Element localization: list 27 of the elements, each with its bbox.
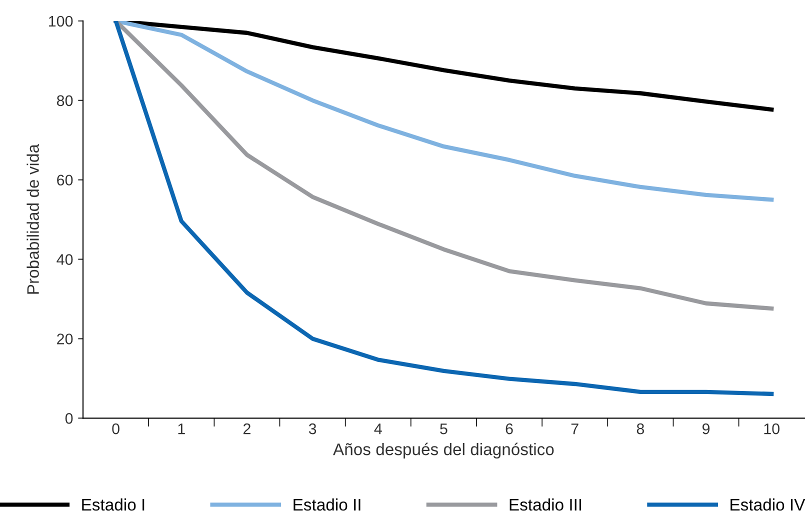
x-tick-label: 1 (178, 424, 185, 434)
x-tick-label: 5 (440, 424, 448, 434)
x-tick-label: 2 (243, 423, 250, 434)
x-tick-label: 9 (702, 423, 710, 434)
x-tick-label: 10 (764, 423, 780, 434)
line-series (114, 20, 774, 311)
y-tick-label: 100 (48, 16, 73, 27)
y-tick-label: 40 (56, 254, 73, 265)
x-tick-label: 6 (506, 423, 513, 434)
x-axis-title: Años después del diagnóstico (333, 442, 554, 459)
y-tick-label: 20 (57, 334, 73, 344)
y-tick-label: 60 (57, 174, 73, 186)
y-tick-label: 0 (65, 413, 73, 424)
legend-label: Estadio III (510, 498, 582, 511)
x-tick-label: 4 (374, 424, 382, 434)
line-series (114, 20, 774, 396)
y-tick-label: 80 (56, 95, 73, 106)
line-series (114, 20, 774, 202)
x-tick-label: 7 (571, 424, 578, 434)
line-series (114, 20, 774, 112)
legend-label: Estadio II (294, 498, 360, 511)
legend-label: Estadio I (82, 498, 144, 511)
y-axis-title: Probabilidad de vida (26, 144, 39, 294)
x-tick-label: 3 (308, 423, 316, 434)
legend-label: Estadio IV (730, 498, 806, 511)
x-tick-label: 0 (112, 423, 120, 434)
x-tick-label: 8 (636, 423, 644, 434)
